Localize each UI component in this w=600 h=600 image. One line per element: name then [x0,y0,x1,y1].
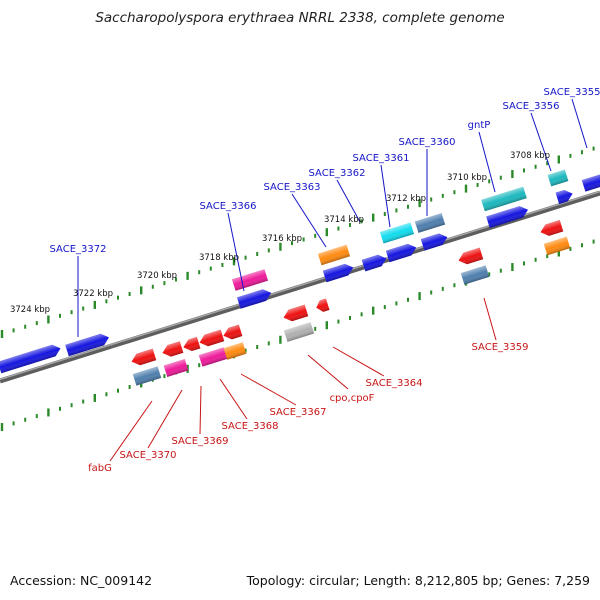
scale-label-3: 3718 kbp [199,253,239,263]
forward-label-5: SACE_3360 [399,137,456,148]
gene-cpo-b [283,322,315,342]
gene-sace3362 [361,254,387,272]
gene-cpo [283,304,309,322]
gene-sace3364 [316,298,330,312]
gene-sace3366a [231,269,269,291]
gene-sace3367 [223,324,243,340]
gene-sace3363a [317,244,351,266]
forward-label-3: SACE_3362 [309,168,366,179]
accession-text: Accession: NC_009142 [10,573,153,588]
forward-connector-2 [291,193,327,248]
gene-sace3361 [385,243,417,263]
gene-fabG-a [132,366,162,386]
genome-title: Saccharopolyspora erythraea NRRL 2338, c… [95,10,505,26]
gene-sace3367b [223,342,247,360]
gene-sace3363 [322,263,354,283]
reverse-connector-7 [483,297,497,341]
gene-gntP-a [481,186,527,212]
forward-label-4: SACE_3361 [353,153,410,164]
forward-connector-7 [530,112,552,172]
gene-sace3371 [131,348,157,366]
gene-sace3357 [543,236,571,256]
scale-label-0: 3724 kbp [10,305,50,315]
reverse-connector-2 [199,385,202,435]
gene-features [0,169,600,386]
scale-label-8: 3708 kbp [510,151,550,161]
reverse-label-2: SACE_3369 [172,436,229,447]
gene-gntP [486,206,529,229]
scale-label-4: 3716 kbp [262,234,302,244]
gene-sace3355 [581,174,600,192]
scale-ticks [0,146,595,431]
gene-sace3366 [236,289,272,309]
map-labels: 3724 kbp 3722 kbp 3720 kbp 3718 kbp 3716 kbp… [10,87,600,474]
reverse-label-3: SACE_3368 [222,421,279,432]
reverse-connector-0 [109,400,153,462]
reverse-label-6: SACE_3364 [366,378,423,389]
gene-sace3356 [555,189,573,205]
reverse-connector-1 [147,389,183,449]
forward-connector-8 [571,98,588,149]
gene-sace3359b [460,265,490,285]
scale-label-5: 3714 kbp [324,215,364,225]
label-connectors [77,98,588,462]
scale-label-7: 3710 kbp [447,173,487,183]
scale-label-6: 3712 kbp [386,194,426,204]
topology-text: Topology: circular; Length: 8,212,805 bp… [246,573,590,588]
reverse-label-0: fabG [88,463,112,474]
gene-sace3368b [198,347,228,367]
forward-label-0: SACE_3372 [50,244,107,255]
reverse-connector-5 [307,354,349,390]
reverse-label-5: cpo,cpoF [330,393,375,404]
reverse-label-1: SACE_3370 [120,450,177,461]
gene-sace3368 [199,329,225,347]
scale-label-2: 3720 kbp [137,271,177,281]
gene-sace3370 [163,358,189,378]
reverse-connector-3 [219,378,248,420]
forward-connector-4 [380,164,391,228]
forward-connector-1 [227,212,245,292]
gene-sace3356a [547,169,569,187]
gene-sace3372 [65,333,109,357]
scale-label-1: 3722 kbp [73,289,113,299]
forward-label-2: SACE_3363 [264,182,321,193]
reverse-connector-4 [240,373,297,406]
gene-sace3359 [458,247,484,265]
forward-label-6: gntP [468,120,491,131]
gene-fabG [162,341,184,357]
forward-connector-3 [336,179,361,223]
forward-label-7: SACE_3356 [503,101,560,112]
forward-label-1: SACE_3366 [200,201,257,212]
gene-sace3373 [0,344,61,374]
forward-label-8: SACE_3355 [544,87,600,98]
gene-sace3358 [540,219,564,236]
forward-scale-ticks [0,146,595,338]
gene-sace3360a [414,213,446,233]
gene-sace3369 [183,336,201,352]
reverse-connector-6 [332,346,385,377]
forward-connector-6 [478,131,496,193]
reverse-label-7: SACE_3359 [472,342,529,353]
reverse-label-4: SACE_3367 [270,407,327,418]
gene-sace3360 [420,233,448,251]
gene-sace3361a [379,222,415,244]
